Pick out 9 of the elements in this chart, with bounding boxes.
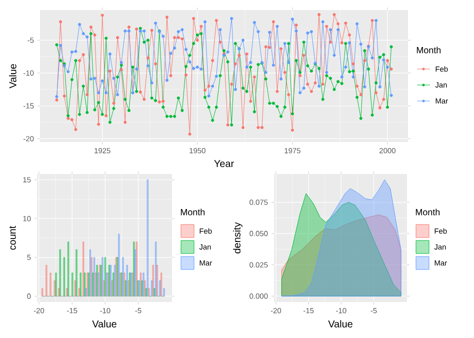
y-axis-title: Value bbox=[9, 64, 16, 88]
y-axis-title: count bbox=[9, 226, 16, 250]
legend-title: Month bbox=[416, 46, 441, 54]
y-axis-title: density bbox=[233, 222, 242, 254]
legend-title: Month bbox=[180, 208, 205, 216]
x-axis-title: Year bbox=[214, 160, 234, 168]
x-axis-title: Value bbox=[328, 320, 352, 328]
x-axis-title: Value bbox=[92, 320, 116, 328]
legend-title: Month bbox=[416, 208, 440, 216]
